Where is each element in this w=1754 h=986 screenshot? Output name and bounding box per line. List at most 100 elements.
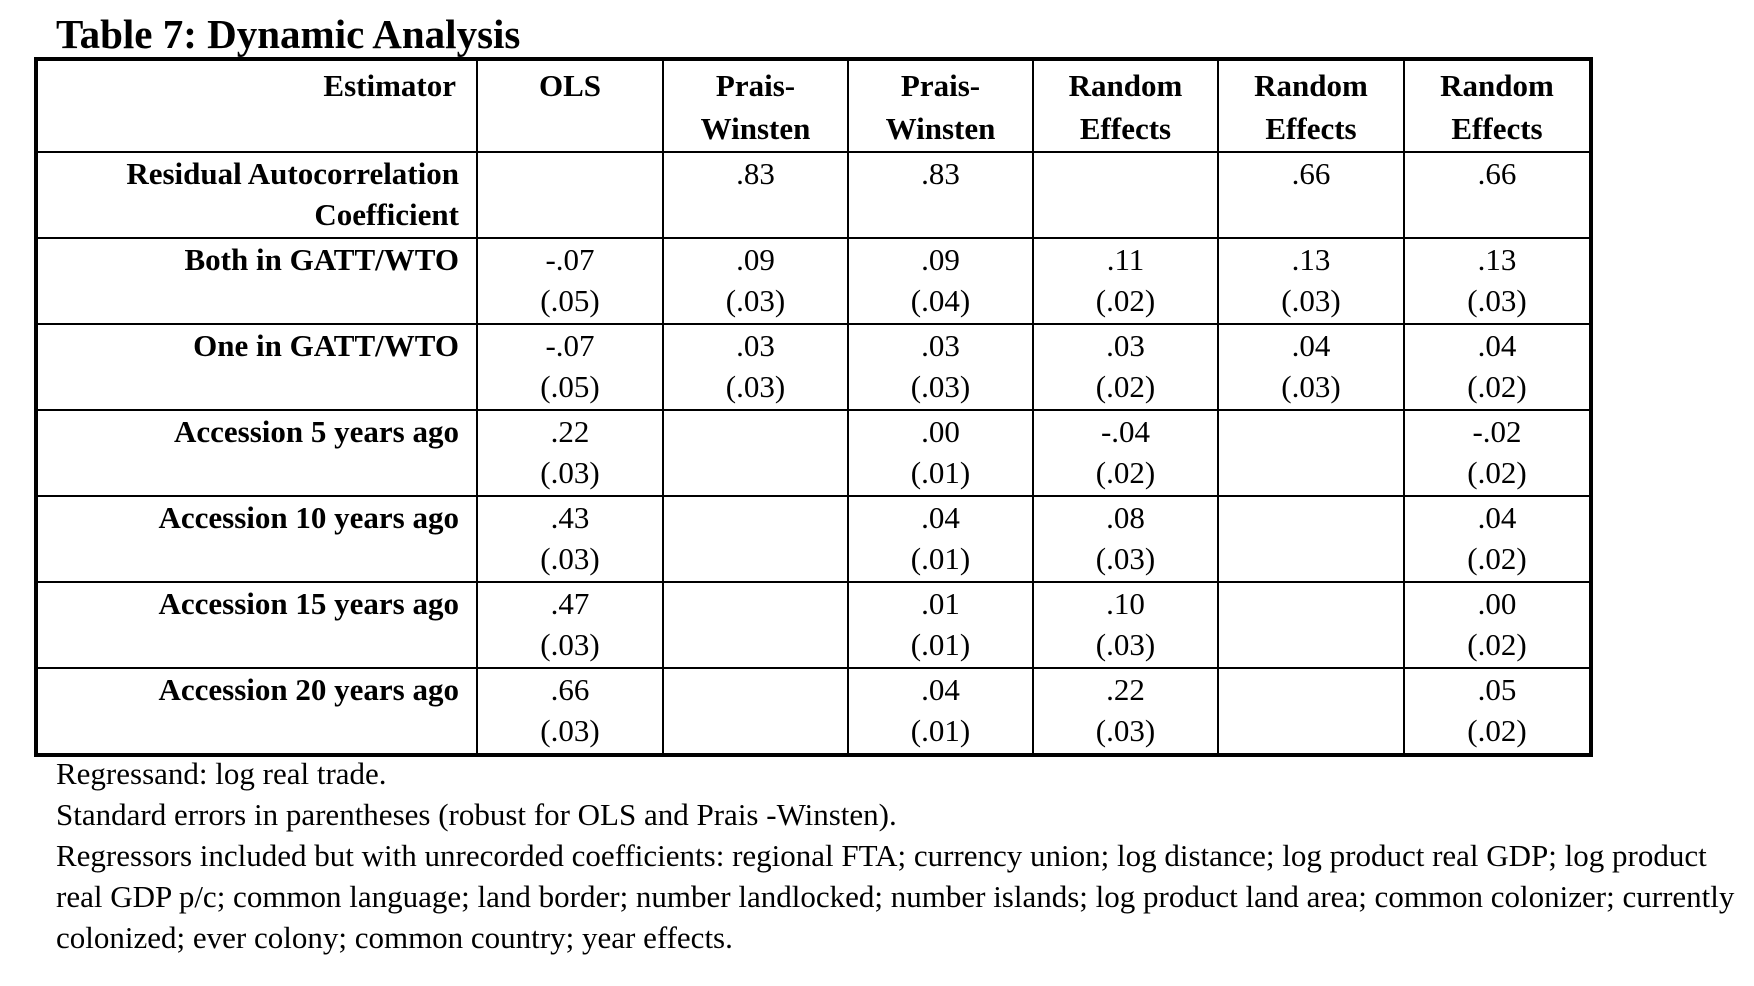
standard-error-value: (.03) (540, 713, 600, 748)
header-row: Estimator OLS Prais-Winsten Prais-Winste… (35, 58, 1592, 153)
table-cell (1217, 495, 1405, 583)
row-label: Both in GATT/WTO (35, 237, 478, 325)
standard-error-value: (.03) (540, 627, 600, 662)
column-header: Random Effects (1403, 58, 1592, 153)
coefficient-value: .22 (550, 414, 590, 449)
standard-error-value: (.03) (1095, 541, 1156, 576)
table-cell: .83 (847, 151, 1034, 239)
table-cell: .13 (.03) (1217, 237, 1405, 325)
table-cell (1217, 409, 1405, 497)
column-header: OLS (476, 58, 664, 153)
table-cell: .66 (1403, 151, 1592, 239)
table-row: One in GATT/WTO -.07 (.05) .03 (.03) .03 (.03)… (35, 323, 1592, 411)
table-cell: -.07 (.05) (476, 323, 664, 411)
table-cell: .10 (.03) (1032, 581, 1219, 669)
standard-error-value: (.02) (1467, 455, 1527, 490)
standard-error-value: (.01) (910, 455, 971, 490)
table-row: Accession 15 years ago .47 (.03) .01 (.01) .1… (35, 581, 1592, 669)
results-table: Estimator OLS Prais-Winsten Prais-Winste… (34, 57, 1593, 757)
table-row: Accession 20 years ago .66 (.03) .04 (.01) .2… (35, 667, 1592, 756)
table-cell: .05 (.02) (1403, 667, 1592, 756)
row-label: One in GATT/WTO (35, 323, 478, 411)
coefficient-value: .05 (1477, 672, 1517, 707)
coefficient-value: .13 (1291, 242, 1331, 277)
table-cell: .04 (.02) (1403, 495, 1592, 583)
table-cell (662, 581, 849, 669)
table-cell: .47 (.03) (476, 581, 664, 669)
standard-error-value: (.03) (1095, 627, 1156, 662)
table-cell (476, 151, 664, 239)
table-cell: .01 (.01) (847, 581, 1034, 669)
coefficient-value: .04 (921, 672, 960, 707)
coefficient-value: .09 (736, 242, 775, 277)
table-body: Estimator OLS Prais-Winsten Prais-Winste… (35, 58, 1592, 756)
table-cell: .00 (.01) (847, 409, 1034, 497)
standard-error-value: (.03) (1095, 713, 1156, 748)
standard-error-value: (.03) (540, 455, 600, 490)
standard-error-value: (.03) (725, 369, 786, 404)
table-cell: .04 (.03) (1217, 323, 1405, 411)
coefficient-value: .47 (550, 586, 590, 621)
table-cell (1032, 151, 1219, 239)
standard-error-value: (.03) (1467, 283, 1527, 318)
coefficient-value: .00 (1477, 586, 1517, 621)
standard-error-value: (.02) (1095, 455, 1156, 490)
table-cell: .00 (.02) (1403, 581, 1592, 669)
column-header: Prais-Winsten (847, 58, 1034, 153)
table-row: Both in GATT/WTO -.07 (.05) .09 (.03) .09 (.04… (35, 237, 1592, 325)
table-row: Accession 5 years ago .22 (.03) .00 (.01) -.0… (35, 409, 1592, 497)
column-header: Prais-Winsten (662, 58, 849, 153)
note-regressand: Regressand: log real trade. (56, 756, 387, 791)
coefficient-value: -.07 (545, 328, 595, 363)
coefficient-value: .03 (921, 328, 960, 363)
table-cell: .83 (662, 151, 849, 239)
coefficient-value: .66 (1291, 156, 1331, 191)
coefficient-value: .04 (1477, 500, 1517, 535)
standard-error-value: (.02) (1095, 369, 1156, 404)
table-cell: .13 (.03) (1403, 237, 1592, 325)
table-cell: -.04 (.02) (1032, 409, 1219, 497)
standard-error-value: (.03) (1281, 369, 1341, 404)
column-header: Random Effects (1217, 58, 1405, 153)
standard-error-value: (.02) (1467, 369, 1527, 404)
table-cell: .11 (.02) (1032, 237, 1219, 325)
table-cell: -.07 (.05) (476, 237, 664, 325)
table-cell: .08 (.03) (1032, 495, 1219, 583)
table-cell: .04 (.01) (847, 495, 1034, 583)
coefficient-value: .66 (550, 672, 590, 707)
coefficient-value: .11 (1106, 242, 1145, 277)
table-cell: .09 (.04) (847, 237, 1034, 325)
coefficient-value: .03 (736, 328, 775, 363)
coefficient-value: -.04 (1100, 414, 1151, 449)
standard-error-value: (.04) (910, 283, 971, 318)
coefficient-value: .08 (1106, 500, 1145, 535)
note-standard-errors: Standard errors in parentheses (robust f… (56, 797, 897, 832)
row-label: Accession 15 years ago (35, 581, 478, 669)
table-cell: .66 (.03) (476, 667, 664, 756)
table-row: Accession 10 years ago .43 (.03) .04 (.01) .0… (35, 495, 1592, 583)
table-cell: .43 (.03) (476, 495, 664, 583)
coefficient-value: .09 (921, 242, 960, 277)
coefficient-value: .83 (921, 156, 960, 191)
table-cell: .04 (.01) (847, 667, 1034, 756)
table-cell (662, 667, 849, 756)
table-cell: .04 (.02) (1403, 323, 1592, 411)
stub-header: Estimator (35, 58, 478, 153)
table-notes: Regressand: log real trade. Standard err… (56, 753, 1746, 958)
note-regressors: Regressors included but with unrecorded … (56, 838, 1735, 955)
table-title: Table 7: Dynamic Analysis (56, 11, 521, 57)
coefficient-value: -.07 (545, 242, 595, 277)
table-cell: .09 (.03) (662, 237, 849, 325)
column-header: Random Effects (1032, 58, 1219, 153)
table-cell: .22 (.03) (476, 409, 664, 497)
coefficient-value: .13 (1477, 242, 1517, 277)
table-cell (662, 409, 849, 497)
table-cell (1217, 667, 1405, 756)
standard-error-value: (.03) (1281, 283, 1341, 318)
coefficient-value: .43 (550, 500, 590, 535)
row-label: Accession 20 years ago (35, 667, 478, 756)
standard-error-value: (.03) (910, 369, 971, 404)
row-label: Accession 10 years ago (35, 495, 478, 583)
coefficient-value: .83 (736, 156, 775, 191)
table-cell: -.02 (.02) (1403, 409, 1592, 497)
